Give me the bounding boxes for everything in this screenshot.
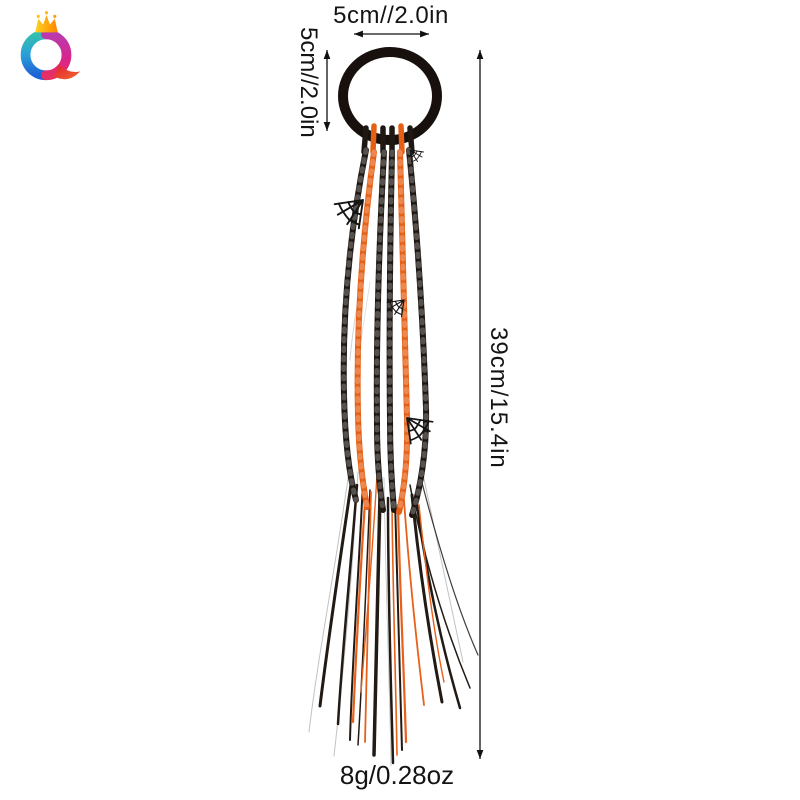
crown-icon — [35, 11, 58, 33]
weight-label: 8g/0.28oz — [339, 760, 455, 790]
spider-web-charm-icon — [406, 417, 434, 445]
q-tail-icon — [53, 64, 81, 80]
twisted-braids — [340, 147, 430, 518]
loose-hair-strands — [308, 274, 479, 767]
q-ring-icon — [20, 29, 72, 81]
ring-height-label: 5cm//2.0in — [295, 27, 322, 138]
total-length-label: 39cm/15.4in — [485, 327, 512, 469]
brand-logo — [20, 11, 81, 81]
ring-width-label: 5cm//2.0in — [333, 2, 449, 29]
